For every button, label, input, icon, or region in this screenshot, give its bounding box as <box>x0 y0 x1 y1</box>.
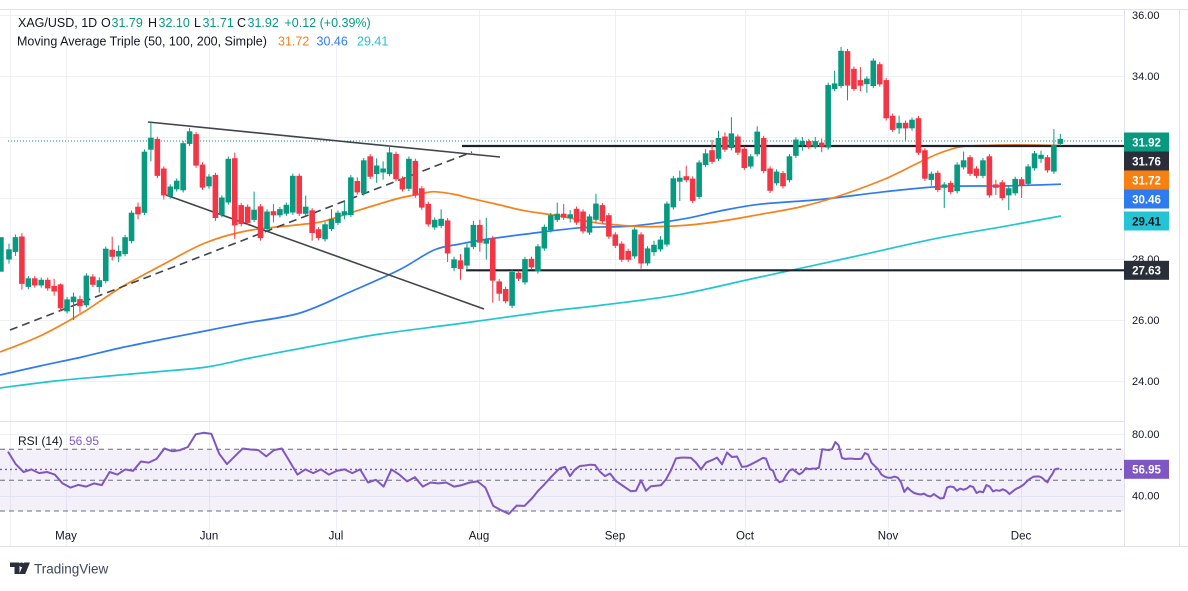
svg-text:Dec: Dec <box>1011 531 1032 543</box>
svg-text:L: L <box>194 16 201 30</box>
svg-text:56.95: 56.95 <box>1132 465 1161 477</box>
svg-text:May: May <box>55 531 77 543</box>
svg-text:Oct: Oct <box>736 531 755 543</box>
svg-text:24.00: 24.00 <box>1132 376 1160 388</box>
svg-text:30.46: 30.46 <box>1132 194 1161 206</box>
svg-text:31.72: 31.72 <box>1132 175 1161 187</box>
svg-text:40.00: 40.00 <box>1132 491 1160 503</box>
svg-text:34.00: 34.00 <box>1132 71 1160 83</box>
svg-text:H: H <box>148 16 157 30</box>
svg-text:31.71: 31.71 <box>203 16 234 30</box>
svg-text:31.92: 31.92 <box>248 16 279 30</box>
svg-text:XAG/USD, 1D: XAG/USD, 1D <box>18 16 97 30</box>
svg-text:27.63: 27.63 <box>1132 266 1161 278</box>
svg-text:32.10: 32.10 <box>159 16 190 30</box>
svg-text:RSI (14): RSI (14) <box>18 434 63 448</box>
svg-text:Aug: Aug <box>469 531 489 543</box>
svg-text:31.92: 31.92 <box>1132 137 1161 149</box>
svg-text:Moving Average Triple (50, 100: Moving Average Triple (50, 100, 200, Sim… <box>17 35 267 49</box>
svg-text:Sep: Sep <box>605 531 625 543</box>
svg-text:C: C <box>237 16 246 30</box>
svg-text:29.41: 29.41 <box>357 35 388 49</box>
svg-text:29.41: 29.41 <box>1132 216 1161 228</box>
svg-text:36.00: 36.00 <box>1132 10 1160 22</box>
svg-text:31.76: 31.76 <box>1132 156 1161 168</box>
svg-text:56.95: 56.95 <box>69 434 99 448</box>
svg-text:Jul: Jul <box>329 531 344 543</box>
svg-text:80.00: 80.00 <box>1132 429 1160 441</box>
svg-text:+0.12 (+0.39%): +0.12 (+0.39%) <box>285 16 371 30</box>
svg-text:31.79: 31.79 <box>112 16 143 30</box>
svg-text:31.72: 31.72 <box>278 35 309 49</box>
svg-text:30.46: 30.46 <box>317 35 348 49</box>
svg-text:O: O <box>101 16 111 30</box>
svg-text:26.00: 26.00 <box>1132 315 1160 327</box>
svg-text:TradingView: TradingView <box>34 562 109 577</box>
svg-text:Nov: Nov <box>878 531 899 543</box>
svg-text:Jun: Jun <box>200 531 219 543</box>
